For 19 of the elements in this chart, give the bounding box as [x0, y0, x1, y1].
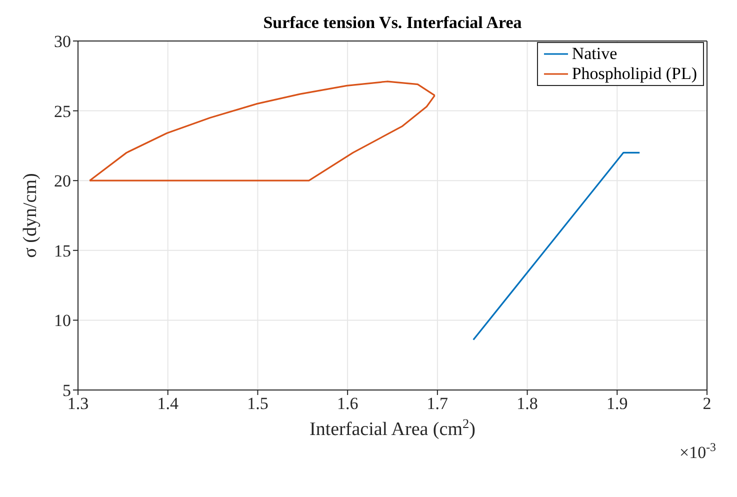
- x-tick-label: 1.4: [157, 394, 179, 414]
- x-tick-label: 1.7: [426, 394, 449, 414]
- y-tick-label: 10: [54, 311, 71, 330]
- chart-title: Surface tension Vs. Interfacial Area: [263, 13, 522, 32]
- x-tick-label: 1.5: [247, 394, 268, 414]
- legend-label: Phospholipid (PL): [572, 64, 697, 84]
- x-tick-label: 1.6: [336, 394, 358, 414]
- y-axis-title: σ (dyn/cm): [20, 173, 41, 258]
- x-tick-label: 1.8: [516, 394, 538, 414]
- legend-label: Native: [572, 44, 618, 64]
- y-tick-label: 15: [54, 241, 71, 260]
- y-tick-label: 5: [62, 381, 71, 400]
- x-axis-title: Interfacial Area (cm$^{2}$): [310, 416, 476, 440]
- y-tick-label: 30: [54, 32, 71, 52]
- y-tick-label: 25: [54, 102, 71, 121]
- x-tick-label: 2: [702, 394, 712, 414]
- text: ×10$^{-3}$: [680, 440, 716, 462]
- y-tick-label: 20: [54, 172, 71, 191]
- x-tick-label: 1.9: [606, 394, 628, 414]
